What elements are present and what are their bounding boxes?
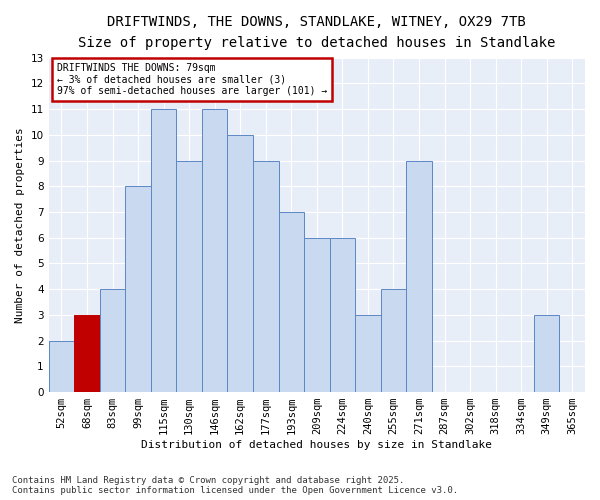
Bar xyxy=(151,109,176,392)
Bar xyxy=(100,289,125,392)
Y-axis label: Number of detached properties: Number of detached properties xyxy=(15,127,25,323)
Bar xyxy=(202,109,227,392)
Bar xyxy=(176,160,202,392)
Bar xyxy=(304,238,329,392)
Title: DRIFTWINDS, THE DOWNS, STANDLAKE, WITNEY, OX29 7TB
Size of property relative to : DRIFTWINDS, THE DOWNS, STANDLAKE, WITNEY… xyxy=(78,15,556,50)
Bar xyxy=(355,315,380,392)
Bar xyxy=(125,186,151,392)
X-axis label: Distribution of detached houses by size in Standlake: Distribution of detached houses by size … xyxy=(142,440,493,450)
Bar xyxy=(227,135,253,392)
Text: DRIFTWINDS THE DOWNS: 79sqm
← 3% of detached houses are smaller (3)
97% of semi-: DRIFTWINDS THE DOWNS: 79sqm ← 3% of deta… xyxy=(57,62,327,96)
Bar xyxy=(329,238,355,392)
Bar xyxy=(49,340,74,392)
Bar xyxy=(253,160,278,392)
Bar xyxy=(380,289,406,392)
Text: Contains HM Land Registry data © Crown copyright and database right 2025.
Contai: Contains HM Land Registry data © Crown c… xyxy=(12,476,458,495)
Bar xyxy=(278,212,304,392)
Bar xyxy=(74,315,100,392)
Bar xyxy=(406,160,432,392)
Bar xyxy=(534,315,559,392)
